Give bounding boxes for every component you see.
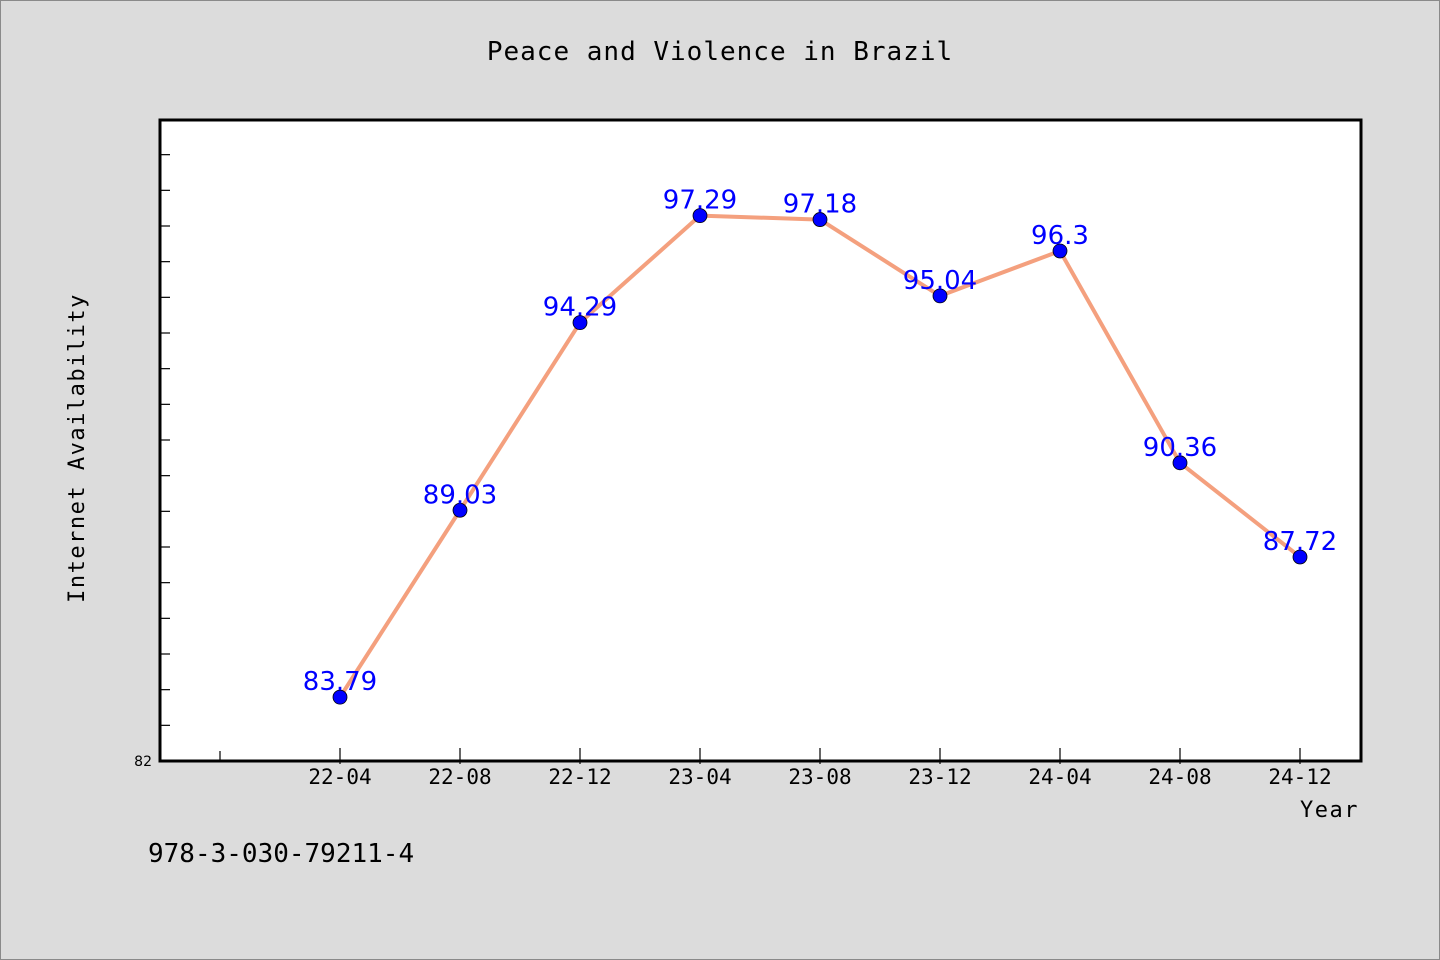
x-tick-label: 23-04 [668,765,731,789]
data-point [1292,549,1308,565]
x-tick-label: 24-04 [1028,765,1091,789]
data-label: 95.04 [903,266,977,296]
data-point [452,502,468,518]
data-label: 97.18 [783,190,857,220]
y-axis-ticks [160,154,170,726]
data-label: 87.72 [1263,527,1337,557]
data-label: 97.29 [663,186,737,216]
data-label: 94.29 [543,293,617,323]
plot-area [158,118,1363,763]
isbn-caption: 978-3-030-79211-4 [148,839,414,869]
x-tick-label: 24-08 [1148,765,1211,789]
data-label: 96.3 [1031,221,1089,251]
data-label: 83.79 [303,667,377,697]
y-axis-min-label: 82 [134,754,152,770]
data-point [1052,243,1068,259]
y-axis-label: Internet Availability [65,293,90,603]
x-tick-label: 22-08 [428,765,491,789]
data-point [812,212,828,227]
data-markers [332,208,1308,705]
data-point [572,315,588,331]
data-point [932,288,948,304]
x-tick-label: 23-12 [908,765,971,789]
data-point [692,208,708,224]
x-axis-ticks: 22-04 22-08 22-12 23-04 23-08 23-12 24-04 24-08… [219,748,1332,789]
data-point [1172,455,1188,471]
x-axis-label: Year [1300,798,1359,823]
x-tick-label: 24-12 [1268,765,1331,789]
data-label: 89.03 [423,480,497,510]
x-tick-label: 23-08 [788,765,851,789]
x-tick-label: 22-04 [308,765,371,789]
data-point [332,689,348,705]
chart-title: Peace and Violence in Brazil [487,37,953,67]
data-label: 90.36 [1143,433,1217,463]
data-labels: 83.79 89.03 94.29 97.29 97.18 95.04 96.3 90.36 8… [303,186,1337,698]
x-tick-label: 22-12 [548,765,611,789]
